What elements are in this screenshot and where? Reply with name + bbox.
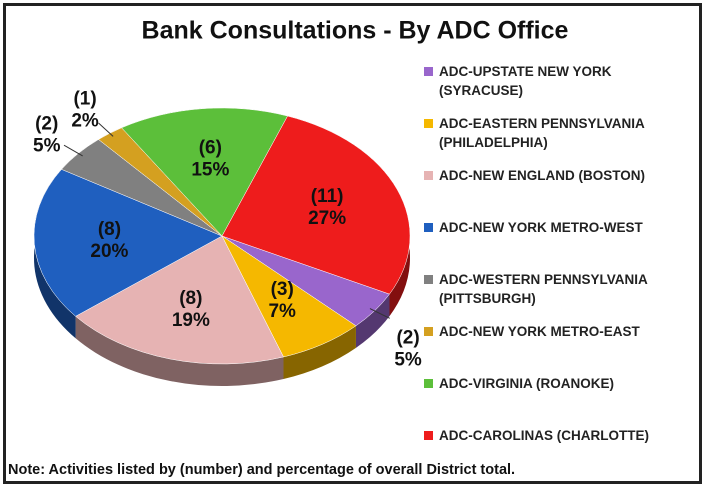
legend-label: ADC-EASTERN PENNSYLVANIA (PHILADELPHIA) (439, 116, 645, 150)
data-label: (6) (199, 138, 222, 159)
legend-swatch (424, 327, 433, 336)
legend-label: ADC-NEW ENGLAND (BOSTON) (439, 168, 645, 183)
legend-label: ADC-UPSTATE NEW YORK (SYRACUSE) (439, 64, 612, 98)
slice (33, 169, 223, 317)
legend-swatch (424, 67, 433, 76)
pie-labels: (2)5%(3)7%(8)19%(8)20%(2)5%(1)2%(6)15%(1… (33, 89, 422, 371)
leader-line (369, 308, 390, 319)
chart-title: Bank Consultations - By ADC Office (142, 17, 569, 45)
data-label: (2) (396, 327, 419, 348)
legend-item: ADC-CAROLINAS (CHARLOTTE) (424, 426, 699, 478)
legend-item: ADC-NEW YORK METRO-EAST (424, 322, 699, 374)
legend-label: ADC-WESTERN PENNSYLVANIA (PITTSBURGH) (439, 272, 648, 306)
slice (75, 235, 284, 365)
note: Note: Activities listed by (number) and … (8, 462, 516, 478)
slice-side (75, 316, 284, 387)
data-label: (8) (98, 219, 121, 240)
legend-label: ADC-VIRGINIA (ROANOKE) (439, 376, 614, 391)
data-label: (1) (73, 89, 96, 110)
data-label: 7% (268, 301, 296, 322)
slice-side (283, 325, 356, 379)
legend-label: ADC-CAROLINAS (CHARLOTTE) (439, 428, 649, 443)
data-label: (11) (311, 186, 344, 207)
data-label: 15% (191, 160, 229, 181)
legend-swatch (424, 223, 433, 232)
legend-item: ADC-UPSTATE NEW YORK (SYRACUSE) (424, 62, 699, 114)
data-label: (3) (271, 279, 294, 300)
slice-side (355, 294, 390, 348)
legend-swatch (424, 171, 433, 180)
legend-label: ADC-NEW YORK METRO-WEST (439, 220, 643, 235)
legend-item: ADC-NEW YORK METRO-WEST (424, 218, 699, 270)
legend-item: ADC-WESTERN PENNSYLVANIA (PITTSBURGH) (424, 270, 699, 322)
data-label: 19% (172, 310, 210, 331)
data-label: 2% (71, 111, 99, 132)
data-label: (2) (35, 113, 58, 134)
leader-line (63, 144, 83, 157)
pie-tops (33, 107, 411, 365)
legend-label: ADC-NEW YORK METRO-EAST (439, 324, 640, 339)
data-label: 27% (308, 208, 346, 229)
legend-swatch (424, 119, 433, 128)
slice (221, 115, 411, 295)
legend-swatch (424, 275, 433, 284)
slice (121, 107, 288, 237)
legend-item: ADC-NEW ENGLAND (BOSTON) (424, 166, 699, 218)
legend-item: ADC-VIRGINIA (ROANOKE) (424, 374, 699, 426)
legend: ADC-UPSTATE NEW YORK (SYRACUSE) ADC-EASTE… (424, 62, 699, 478)
legend-swatch (424, 379, 433, 388)
leader-line (98, 122, 114, 137)
data-label: 20% (90, 241, 128, 262)
data-label: 5% (33, 135, 61, 156)
frame (3, 3, 702, 484)
data-label: (8) (179, 288, 202, 309)
data-label: 5% (394, 349, 422, 370)
legend-swatch (424, 431, 433, 440)
legend-item: ADC-EASTERN PENNSYLVANIA (PHILADELPHIA) (424, 114, 699, 166)
